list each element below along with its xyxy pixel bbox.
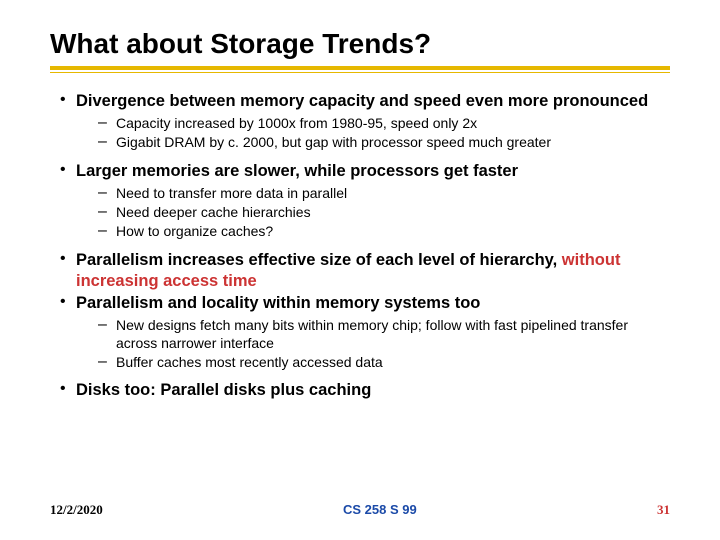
bullet-text: Divergence between memory capacity and s… — [76, 91, 670, 112]
sub-text: Capacity increased by 1000x from 1980-95… — [116, 114, 670, 132]
dash-icon: – — [98, 114, 116, 132]
bullet-text-pre: Parallelism increases effective size of … — [76, 251, 562, 269]
bullet-item: • Larger memories are slower, while proc… — [54, 161, 670, 182]
sub-text: Need deeper cache hierarchies — [116, 203, 670, 221]
bullet-dot-icon: • — [54, 250, 76, 291]
sub-item: – Capacity increased by 1000x from 1980-… — [98, 114, 670, 132]
bullet-item: • Parallelism and locality within memory… — [54, 293, 670, 314]
sub-item: – Buffer caches most recently accessed d… — [98, 353, 670, 371]
footer-date: 12/2/2020 — [50, 502, 103, 518]
dash-icon: – — [98, 353, 116, 371]
footer-page-number: 31 — [657, 502, 670, 518]
bullet-dot-icon: • — [54, 293, 76, 314]
bullet-text: Parallelism increases effective size of … — [76, 250, 670, 291]
dash-icon: – — [98, 203, 116, 221]
sub-item: – Need deeper cache hierarchies — [98, 203, 670, 221]
footer-course: CS 258 S 99 — [343, 502, 417, 517]
dash-icon: – — [98, 184, 116, 202]
sub-item: – New designs fetch many bits within mem… — [98, 316, 670, 352]
bullet-dot-icon: • — [54, 91, 76, 112]
bullet-dot-icon: • — [54, 161, 76, 182]
slide-content: • Divergence between memory capacity and… — [50, 91, 670, 400]
dash-icon: – — [98, 133, 116, 151]
title-rule-thick — [50, 66, 670, 70]
bullet-text: Parallelism and locality within memory s… — [76, 293, 670, 314]
dash-icon: – — [98, 316, 116, 352]
slide-title: What about Storage Trends? — [50, 28, 670, 60]
sub-item: – Need to transfer more data in parallel — [98, 184, 670, 202]
bullet-text: Disks too: Parallel disks plus caching — [76, 380, 670, 401]
bullet-dot-icon: • — [54, 380, 76, 401]
bullet-item: • Divergence between memory capacity and… — [54, 91, 670, 112]
sub-text: Buffer caches most recently accessed dat… — [116, 353, 670, 371]
sub-item: – Gigabit DRAM by c. 2000, but gap with … — [98, 133, 670, 151]
title-rule-thin — [50, 72, 670, 73]
bullet-item: • Parallelism increases effective size o… — [54, 250, 670, 291]
dash-icon: – — [98, 222, 116, 240]
sub-item: – How to organize caches? — [98, 222, 670, 240]
sub-text: How to organize caches? — [116, 222, 670, 240]
sub-text: Gigabit DRAM by c. 2000, but gap with pr… — [116, 133, 670, 151]
bullet-item: • Disks too: Parallel disks plus caching — [54, 380, 670, 401]
sub-text: Need to transfer more data in parallel — [116, 184, 670, 202]
bullet-text: Larger memories are slower, while proces… — [76, 161, 670, 182]
sub-text: New designs fetch many bits within memor… — [116, 316, 670, 352]
slide-footer: 12/2/2020 CS 258 S 99 31 — [50, 502, 670, 518]
